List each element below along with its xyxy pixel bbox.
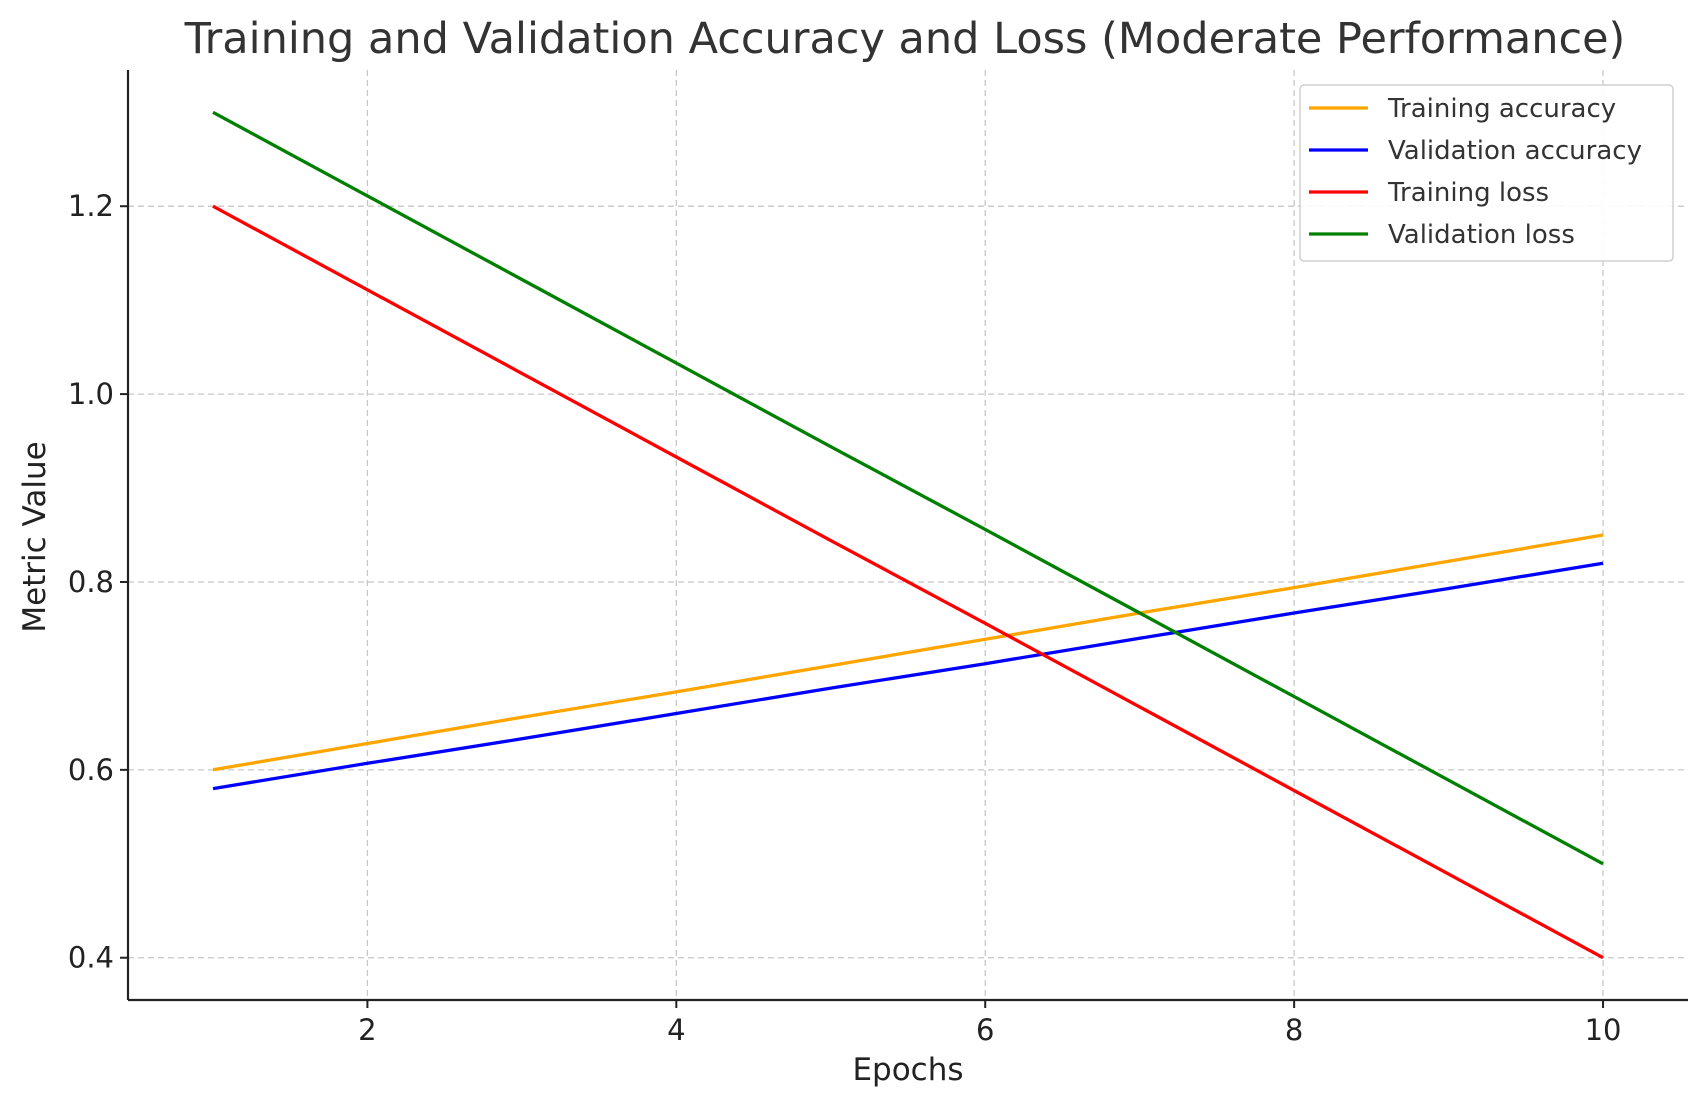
y-tick-label: 1.0 [68,377,114,411]
x-tick-label: 8 [1285,1013,1303,1047]
x-tick-label: 4 [667,1013,685,1047]
x-tick-label: 10 [1585,1013,1622,1047]
series-line-2 [212,561,1604,791]
x-axis-ticks: 2 4 6 8 10 [358,1000,1622,1047]
y-tick-label: 1.2 [68,189,114,223]
y-tick-label: 0.6 [68,753,114,787]
series-line-3 [212,204,1604,960]
x-tick-label: 6 [976,1013,994,1047]
chart-title: Training and Validation Accuracy and Los… [184,14,1626,64]
series-group [212,110,1604,960]
x-tick-label: 2 [358,1013,376,1047]
legend-box [1299,84,1674,262]
legend-label: Training accuracy [1387,94,1616,124]
y-axis-label: Metric Value [17,441,53,632]
legend-label: Validation loss [1388,220,1575,250]
series-line-4 [212,110,1604,866]
legend: Training accuracy Validation accuracy Trai… [1299,84,1674,262]
legend-label: Training loss [1387,178,1549,208]
y-tick-label: 0.4 [68,941,114,975]
series-line-1 [212,533,1604,772]
y-tick-label: 0.8 [68,565,114,599]
x-axis-label: Epochs [852,1052,963,1088]
legend-label: Validation accuracy [1388,136,1642,166]
y-axis-ticks: 0.4 0.6 0.8 1.0 1.2 [68,189,128,975]
